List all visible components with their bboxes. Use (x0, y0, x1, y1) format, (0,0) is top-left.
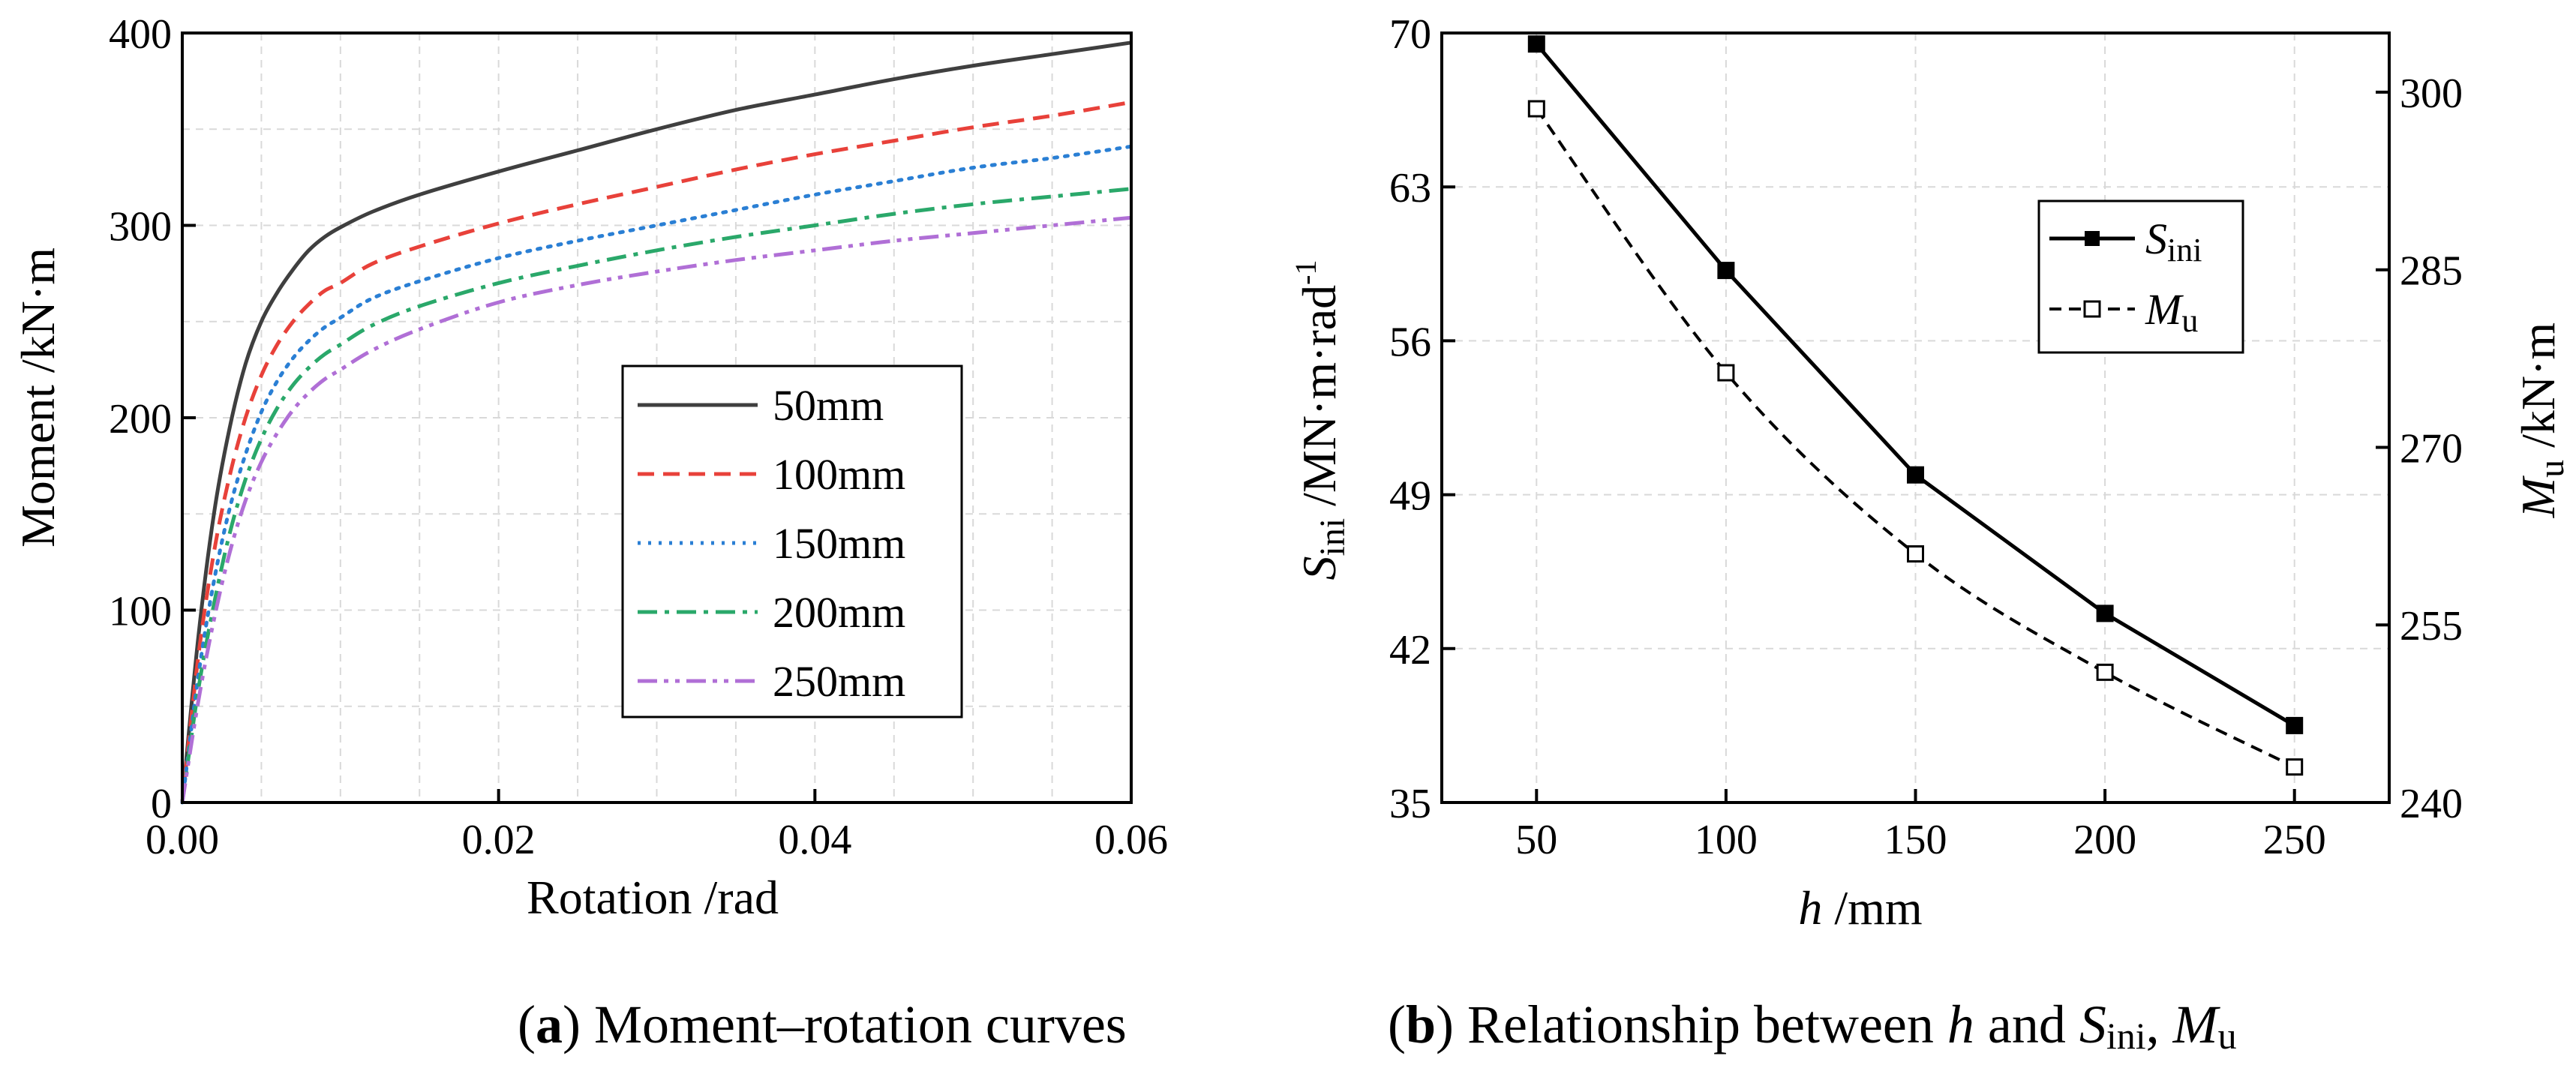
panel-b-curves (1527, 35, 2304, 776)
panel-a-caption: (a) Moment–rotation curves (518, 994, 1127, 1054)
panel-b-marker-Sini (1527, 35, 1545, 53)
panel-a-y-tick-label: 100 (109, 589, 172, 635)
panel-a-y-axis-label: Moment /kN·m (11, 248, 65, 548)
panel-b-right-y-tick-label: 270 (2400, 425, 2463, 472)
panel-b-right-y-tick-label: 300 (2400, 70, 2463, 117)
panel-a-y-tick-label: 300 (109, 204, 172, 250)
panel-b-left-y-tick-label: 70 (1389, 11, 1431, 58)
panel-b-marker-Sini (1717, 262, 1735, 280)
panel-a-series-200mm (180, 187, 1132, 803)
panel-b-right-y-axis-label: Mu /kN·m (2511, 322, 2571, 518)
panel-a-legend-label: 200mm (773, 588, 905, 637)
legend-mu-label: Mu (2145, 285, 2198, 339)
panel-b-marker-Mu (2096, 663, 2114, 681)
panel-a-moment-rotation-chart: 0.00 0.02 0.04 0.06 0 100 200 300 400 Rotation /… (11, 11, 1168, 1054)
panel-b-x-tick-label: 100 (1695, 817, 1758, 863)
panel-b-left-y-tick-label: 56 (1389, 319, 1431, 365)
panel-b-x-tick-label: 150 (1884, 817, 1947, 863)
panel-a-curves (180, 40, 1133, 805)
panel-a-y-tick-label: 200 (109, 396, 172, 442)
panel-a-x-tick-label: 0.04 (778, 817, 851, 863)
panel-a-ticks: 0.00 0.02 0.04 0.06 0 100 200 300 400 (109, 11, 1168, 863)
panel-a-legend-label: 150mm (773, 519, 905, 568)
panel-b-left-y-tick-label: 49 (1389, 473, 1431, 520)
panel-b-marker-Sini (2096, 604, 2114, 622)
panel-a-series-250mm (180, 215, 1132, 803)
panel-a-y-tick-label: 0 (151, 781, 172, 827)
panel-b-marker-Mu (2286, 758, 2304, 776)
panel-b-label: b (1406, 994, 1436, 1054)
panel-b-ticks: 50 100 150 200 250 35 42 49 56 63 70 240 255 270 285 30… (1389, 11, 2463, 863)
legend-sini-label: Sini (2145, 214, 2202, 268)
panel-b-marker-Mu (1527, 100, 1545, 118)
panel-b-legend: Sini Mu (2037, 200, 2244, 354)
panel-b-x-tick-label: 50 (1515, 817, 1557, 863)
panel-b-left-y-tick-label: 35 (1389, 781, 1431, 827)
panel-a-caption-text: Moment–rotation curves (594, 994, 1127, 1054)
panel-b-left-y-tick-label: 42 (1389, 627, 1431, 674)
legend-sini-marker (2085, 231, 2100, 246)
panel-a-legend-label: 250mm (773, 657, 905, 706)
panel-b-series-Mu (1535, 107, 2295, 769)
panel-b-marker-Sini (1907, 466, 1924, 484)
panel-a-legend-label: 50mm (773, 381, 884, 430)
panel-b-left-y-axis-label: Sini /MN·m·rad-1 (1289, 260, 1353, 580)
panel-a-x-axis-label: Rotation /rad (527, 871, 779, 924)
panel-a-label: a (536, 994, 563, 1054)
panel-a-series-150mm (180, 144, 1133, 805)
panel-a-series-100mm (180, 100, 1132, 803)
panel-b-marker-Mu (1717, 364, 1735, 382)
panel-b-legend-box (2037, 200, 2244, 354)
panel-b-left-y-tick-label: 63 (1389, 165, 1431, 212)
panel-b-x-tick-label: 250 (2263, 817, 2326, 863)
panel-b-right-y-tick-label: 285 (2400, 248, 2463, 295)
legend-mu-marker (2083, 300, 2101, 318)
panel-b-x-axis-label: h /mm (1798, 881, 1922, 934)
panel-a-y-tick-label: 400 (109, 11, 172, 58)
panel-a-x-tick-label: 0.06 (1094, 817, 1168, 863)
panel-b-right-y-tick-label: 240 (2400, 781, 2463, 827)
panel-a-x-tick-label: 0.02 (462, 817, 536, 863)
panel-b-marker-Sini (2286, 716, 2304, 734)
panel-a-legend-box (621, 364, 963, 718)
panel-b-relationship-chart: 50 100 150 200 250 35 42 49 56 63 70 240 255 270 285 30… (1289, 11, 2571, 1057)
panel-b-grid (1442, 33, 2389, 802)
panel-a-legend: 50mm 100mm 150mm 200mm 250mm (621, 364, 963, 718)
panel-a-series-50mm (180, 40, 1132, 803)
panel-b-marker-Mu (1907, 545, 1924, 563)
panel-b-right-y-tick-label: 255 (2400, 603, 2463, 650)
panel-b-x-tick-label: 200 (2073, 817, 2136, 863)
panel-a-x-tick-label: 0.00 (146, 817, 219, 863)
panel-b-caption: (b) Relationship between h and Sini, Mu (1388, 994, 2237, 1057)
panel-a-legend-label: 100mm (773, 450, 905, 499)
